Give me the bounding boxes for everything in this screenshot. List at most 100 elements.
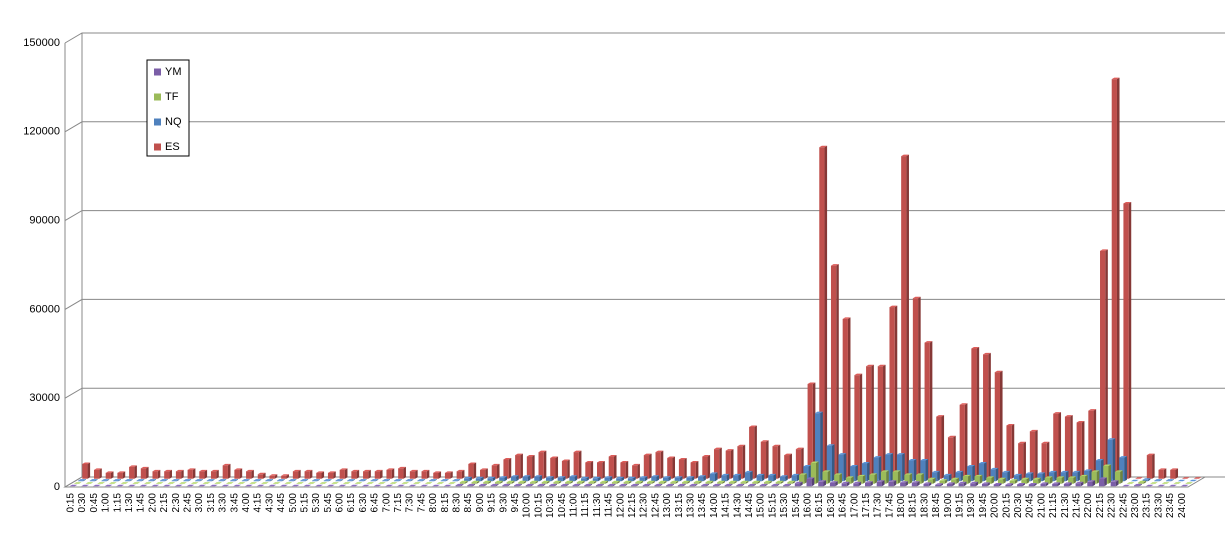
bar-side [913,459,917,482]
bar-side [519,483,522,487]
bar-top [241,479,250,481]
bar-top [1110,480,1119,482]
bar-top [1169,484,1177,487]
bar-side [387,479,391,482]
bar-top [373,484,382,487]
bar-top [1076,421,1085,423]
bar-side [188,479,192,482]
bar [981,483,988,487]
bar-side [652,480,655,484]
bar-side [562,476,566,482]
bar-top [351,469,360,472]
bar-top [284,482,293,484]
bar [347,480,353,482]
bar-side [1035,429,1038,479]
x-tick-label: 6:15 [346,493,357,513]
bar [799,474,805,484]
bar-top [779,475,788,477]
bar-side [785,475,788,482]
bar [393,480,400,482]
x-tick-label: 7:00 [381,493,392,513]
bar-top [534,475,543,477]
bar-top [101,479,110,481]
bar-side [1152,453,1155,479]
bar-side [859,373,863,479]
bar-top [370,479,379,481]
bar-side [476,480,480,484]
bar [674,477,680,482]
bar [534,476,540,482]
bar [93,469,100,479]
bar [491,465,497,479]
bar-side [391,468,395,479]
bar [1098,478,1105,487]
bar-side [808,464,812,482]
bar-top [518,480,527,483]
bar-top [880,470,889,472]
bar-top [433,471,442,473]
bar-top [530,480,538,483]
x-tick-label: 5:15 [299,493,310,513]
bar-top [163,484,171,487]
bar-top [148,479,157,481]
bar-top [1040,482,1049,484]
bar-side [99,468,102,479]
bar [1123,203,1129,479]
bar-side [952,482,955,487]
bar-top [1135,477,1143,479]
bar-side [216,469,219,479]
bar-side [495,483,499,487]
bar-side [617,480,620,484]
bar-top [597,460,605,463]
bar-top [1165,479,1174,481]
bar-top [350,484,359,487]
bar-top [1100,249,1108,251]
bar [853,483,859,487]
bar [962,476,969,484]
bar [1100,250,1106,479]
bar-top [1033,477,1041,480]
x-tick-label: 3:00 [194,493,205,513]
bar [667,458,673,479]
bar-top [1119,456,1127,458]
bar-top [339,468,348,470]
bar-side [169,469,172,479]
bar [623,482,629,484]
bar [737,446,743,479]
bar-top [970,481,979,484]
bar [677,485,684,487]
bar-top [335,479,344,481]
x-tick-label: 17:45 [884,493,895,518]
bar-top [545,476,554,478]
x-tick-label: 21:00 [1036,493,1047,518]
bar-side [722,480,725,484]
bar-top [1122,484,1131,487]
bar-top [159,479,168,481]
bar [819,147,825,479]
bar [1002,472,1008,482]
bar [877,366,884,479]
bar-top [600,480,609,483]
bar-top [682,480,690,483]
bar [152,471,158,479]
bar-top [951,477,959,480]
bar [560,485,567,487]
bar-top [374,469,383,472]
bar [525,485,532,487]
bar [1041,443,1047,479]
bar-side [415,469,418,479]
bar-top [408,484,417,487]
bar [854,375,860,479]
bar [218,480,224,482]
bar-top [1044,476,1053,478]
bar-top [1150,482,1158,484]
bar [713,449,720,479]
bar [300,480,306,482]
bar [646,482,653,484]
bar-top [946,482,955,484]
bar [171,480,177,482]
bar-top [709,472,718,474]
x-tick-label: 7:30 [405,493,416,513]
bar-side [1058,412,1062,479]
bar [655,452,661,479]
